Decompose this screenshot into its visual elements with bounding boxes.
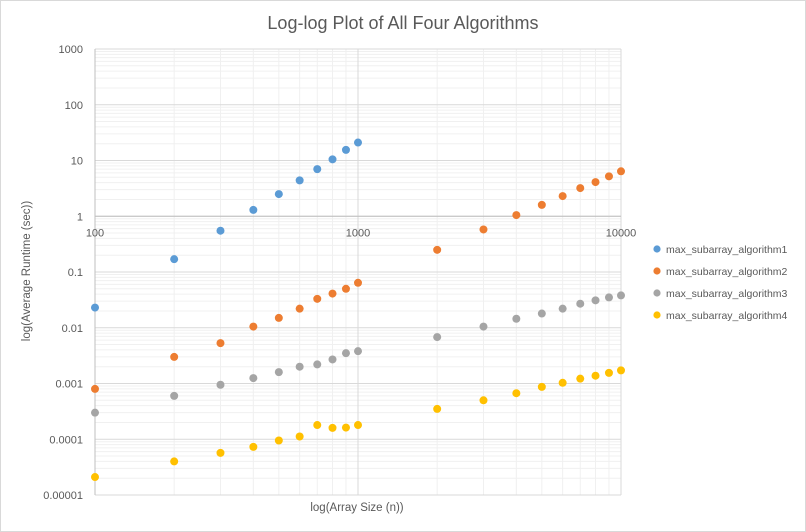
data-point-series-2 <box>170 352 179 361</box>
data-point-series-3 <box>512 314 521 323</box>
data-point-series-3 <box>249 374 258 383</box>
data-point-series-3 <box>617 291 625 300</box>
legend-marker <box>653 245 661 253</box>
x-tick-label: 1000 <box>346 227 370 239</box>
data-point-series-2 <box>313 294 322 303</box>
data-point-series-4 <box>274 436 283 445</box>
data-point-series-4 <box>249 442 258 451</box>
data-point-series-3 <box>216 380 225 389</box>
data-point-series-2 <box>512 211 521 220</box>
data-point-series-3 <box>341 349 350 358</box>
data-point-series-4 <box>216 448 225 457</box>
gridlines <box>94 48 622 496</box>
data-point-series-3 <box>604 293 613 302</box>
data-point-series-3 <box>591 296 600 305</box>
data-point-series-1 <box>354 138 362 147</box>
legend-entry-label: max_subarray_algorithm3 <box>666 288 788 300</box>
data-point-series-4 <box>558 378 567 387</box>
chart-title: Log-log Plot of All Four Algorithms <box>267 13 538 33</box>
y-tick-label: 0.0001 <box>49 434 83 446</box>
y-tick-label: 0.1 <box>68 267 83 279</box>
data-point-series-1 <box>216 226 225 235</box>
data-point-series-2 <box>274 313 283 322</box>
legend-entry-label: max_subarray_algorithm1 <box>666 244 788 256</box>
x-axis-ticks: 100 1000 10000 <box>86 227 636 239</box>
legend: max_subarray_algorithm1 max_subarray_algo… <box>653 244 788 322</box>
data-point-series-2 <box>604 172 613 181</box>
data-point-series-3 <box>328 355 337 364</box>
data-point-series-3 <box>274 368 283 377</box>
data-point-series-3 <box>558 304 567 313</box>
data-point-series-4 <box>576 374 585 383</box>
x-tick-label: 100 <box>86 227 104 239</box>
data-point-series-2 <box>617 167 625 176</box>
y-tick-label: 10 <box>71 156 83 168</box>
data-point-series-4 <box>313 421 322 430</box>
data-point-series-4 <box>591 371 600 380</box>
y-tick-label: 0.00001 <box>43 490 83 502</box>
y-tick-label: 100 <box>65 100 83 112</box>
y-axis-ticks: 0.00001 0.0001 0.001 0.01 0.1 1 10 100 1000 <box>43 44 83 502</box>
data-point-series-3 <box>537 309 546 318</box>
data-point-series-1 <box>91 303 99 312</box>
data-point-series-2 <box>341 284 350 293</box>
data-point-series-1 <box>295 176 304 185</box>
data-point-series-4 <box>617 366 625 375</box>
legend-entry-label: max_subarray_algorithm2 <box>666 266 788 278</box>
data-points <box>91 138 625 482</box>
data-point-series-2 <box>591 178 600 187</box>
legend-entry-label: max_subarray_algorithm4 <box>666 310 788 322</box>
y-axis-label: log(Average Runtime (sec)) <box>21 201 33 342</box>
data-point-series-1 <box>249 205 258 214</box>
data-point-series-4 <box>341 423 350 432</box>
data-point-series-4 <box>512 389 521 398</box>
data-point-series-2 <box>576 184 585 193</box>
legend-marker <box>653 267 661 275</box>
data-point-series-3 <box>433 333 442 342</box>
data-point-series-2 <box>433 245 442 254</box>
data-point-series-3 <box>313 360 322 369</box>
data-point-series-4 <box>91 473 99 482</box>
data-point-series-1 <box>274 190 283 199</box>
data-point-series-1 <box>313 165 322 174</box>
data-point-series-2 <box>249 322 258 331</box>
data-point-series-2 <box>216 339 225 348</box>
data-point-series-4 <box>328 423 337 432</box>
data-point-series-4 <box>479 396 488 405</box>
data-point-series-1 <box>328 155 337 164</box>
data-point-series-3 <box>295 362 304 371</box>
data-point-series-3 <box>170 391 179 400</box>
data-point-series-2 <box>479 225 488 234</box>
data-point-series-4 <box>604 368 613 377</box>
data-point-series-1 <box>170 255 179 264</box>
axes <box>94 49 621 495</box>
data-point-series-2 <box>328 289 337 298</box>
data-point-series-2 <box>558 192 567 201</box>
data-point-series-4 <box>170 457 179 466</box>
data-point-series-2 <box>354 278 362 287</box>
legend-marker <box>653 311 661 319</box>
data-point-series-3 <box>91 408 99 417</box>
x-tick-label: 10000 <box>606 227 637 239</box>
y-tick-label: 1000 <box>59 44 83 56</box>
y-tick-label: 0.001 <box>55 379 83 391</box>
data-point-series-3 <box>354 347 362 356</box>
y-tick-label: 0.01 <box>62 323 83 335</box>
data-point-series-4 <box>295 432 304 441</box>
data-point-series-3 <box>576 299 585 308</box>
data-point-series-2 <box>537 200 546 209</box>
y-tick-label: 1 <box>77 211 83 223</box>
legend-marker <box>653 289 661 297</box>
data-point-series-2 <box>91 384 99 393</box>
data-point-series-4 <box>537 382 546 391</box>
data-point-series-4 <box>433 404 442 413</box>
data-point-series-3 <box>479 322 488 331</box>
data-point-series-1 <box>341 145 350 154</box>
x-axis-label: log(Array Size (n)) <box>310 502 403 514</box>
data-point-series-4 <box>354 421 362 430</box>
data-point-series-2 <box>295 304 304 313</box>
